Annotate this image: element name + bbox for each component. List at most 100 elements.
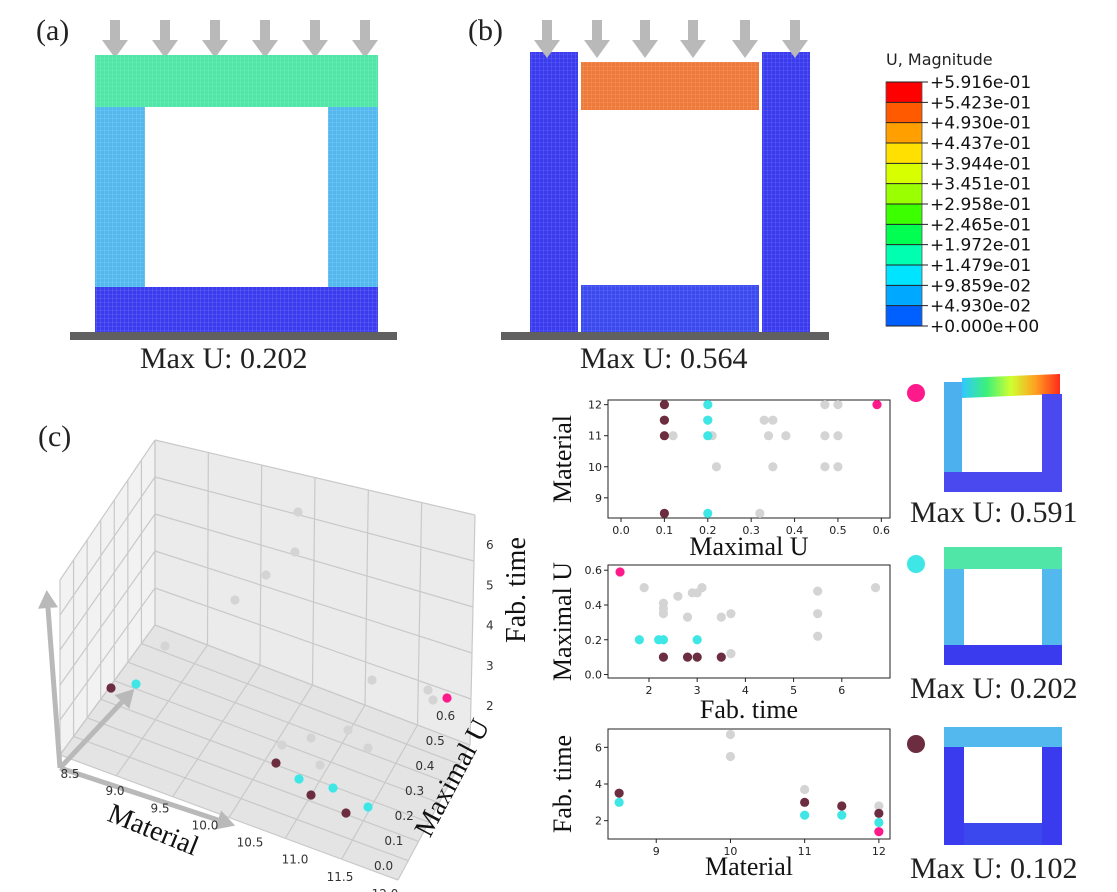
y-tick-label: 0.2 xyxy=(585,634,603,647)
thumb-2-figure xyxy=(944,547,1062,665)
x-tick-label: 0.0 xyxy=(612,524,630,537)
point-maroon xyxy=(716,652,726,662)
maxu-tick-label: 0.1 xyxy=(384,834,403,848)
y-tick-label: 11 xyxy=(588,430,602,443)
y-axis-label: Maximal U xyxy=(548,562,577,681)
thumb-2-dot xyxy=(907,555,925,573)
point3d-maroon xyxy=(341,808,351,818)
load-arrow xyxy=(352,20,378,58)
point-pink xyxy=(615,567,625,577)
load-arrow xyxy=(732,20,758,58)
colorbar-segment xyxy=(886,265,922,286)
point-maroon xyxy=(659,400,669,410)
colorbar-tick-label: +5.423e-01 xyxy=(930,93,1031,113)
load-arrow xyxy=(102,20,128,58)
point3d-gray xyxy=(343,725,353,735)
colorbar-segment xyxy=(886,102,922,124)
y-axis-label: Fab. time xyxy=(548,735,577,833)
axis-arrow-fabtime xyxy=(38,590,63,769)
material-tick-label: 12.0 xyxy=(372,887,399,892)
fabtime-tick-label: 2 xyxy=(486,699,494,713)
grid-back xyxy=(416,502,423,726)
fabtime-tick-label: 6 xyxy=(486,538,494,552)
point-gray xyxy=(726,649,736,659)
point-gray xyxy=(668,431,678,441)
point3d-gray xyxy=(315,760,325,770)
point3d-gray xyxy=(306,733,316,743)
point-cyan xyxy=(614,797,624,807)
point-gray xyxy=(697,583,707,593)
point-maroon xyxy=(658,652,669,662)
colorbar-segment xyxy=(886,143,922,164)
point3d-gray xyxy=(290,547,300,557)
load-arrow xyxy=(152,20,178,58)
load-arrow xyxy=(534,20,560,58)
point-gray xyxy=(639,583,649,593)
maxu-tick-label: 0.3 xyxy=(405,784,424,798)
x-tick-label: 12 xyxy=(872,845,886,858)
thumb-dot-maroon xyxy=(907,735,925,753)
point-gray xyxy=(833,431,843,441)
thumb-dot-pink xyxy=(907,384,925,402)
point-cyan xyxy=(837,810,847,820)
fabtime-tick-label: 5 xyxy=(486,578,494,592)
colorbar-tick-label: +5.916e-01 xyxy=(930,74,1031,93)
x-tick-label: 0.1 xyxy=(656,524,674,537)
point3d-gray xyxy=(423,685,433,695)
colorbar-segment xyxy=(886,183,922,205)
material-tick-label: 10.0 xyxy=(192,818,219,832)
x-tick-label: 4 xyxy=(742,684,749,697)
point-maroon xyxy=(837,801,847,811)
point-cyan xyxy=(634,635,644,645)
thumb-1-figure xyxy=(944,374,1062,492)
colorbar-segment xyxy=(886,163,922,185)
point-gray xyxy=(800,784,810,795)
colorbar-segment xyxy=(886,204,922,225)
point-maroon xyxy=(614,788,624,798)
point-gray xyxy=(781,431,791,441)
point3d-cyan xyxy=(131,679,141,689)
grid-back xyxy=(469,514,476,746)
color-legend: +5.916e-01+5.423e-01+4.930e-01+4.437e-01… xyxy=(885,74,1039,337)
fabtime-tick-label: 4 xyxy=(486,619,494,633)
load-arrow xyxy=(782,20,808,58)
scatter-fabtime-vs-material: 9 10 11 12 2 4 6 Material Fab. time xyxy=(548,728,891,881)
grid-floor xyxy=(115,644,208,777)
colorbar-tick-label: +4.437e-01 xyxy=(930,134,1031,154)
point-gray xyxy=(755,508,765,518)
point-gray xyxy=(673,591,683,601)
panel-label-c: (c) xyxy=(38,420,72,453)
maxu-tick-label: 0.6 xyxy=(436,709,455,723)
pane-floor xyxy=(60,625,470,880)
point-gray xyxy=(682,612,693,622)
point-gray xyxy=(820,400,830,410)
point-gray xyxy=(870,583,881,593)
point-cyan xyxy=(703,400,713,410)
plot-frame xyxy=(607,399,891,519)
point3d-cyan xyxy=(294,774,304,784)
plot-frame xyxy=(607,728,891,840)
point-gray xyxy=(725,729,736,740)
x-tick-label: 11 xyxy=(798,845,812,858)
point-gray xyxy=(726,609,736,619)
grid-back xyxy=(154,624,471,746)
grid-back xyxy=(206,452,209,646)
point-cyan xyxy=(703,508,713,518)
grid-left xyxy=(59,550,156,686)
grid-floor xyxy=(172,664,261,797)
panel-b-caption: Max U: 0.564 xyxy=(580,342,748,375)
colorbar-tick-label: +4.930e-01 xyxy=(930,114,1031,134)
y-tick-label: 12 xyxy=(588,399,602,412)
point-gray xyxy=(763,431,774,441)
maxu-tick-label: 0.2 xyxy=(395,809,414,823)
x-axis-label: Material xyxy=(705,852,793,881)
scatter-material-vs-maxu: 0.0 0.1 0.2 0.3 0.4 0.5 0.6 9 10 11 12 Maximal U Mat… xyxy=(548,399,891,561)
load-arrow xyxy=(202,20,228,58)
point3d-maroon xyxy=(106,683,116,693)
load-arrow xyxy=(632,20,658,58)
maxu-tick-label: 0.0 xyxy=(374,859,393,873)
point-cyan xyxy=(703,415,713,425)
point-gray xyxy=(813,609,823,619)
material-tick-label: 9.5 xyxy=(150,801,169,815)
y-tick-label: 6 xyxy=(595,741,602,754)
